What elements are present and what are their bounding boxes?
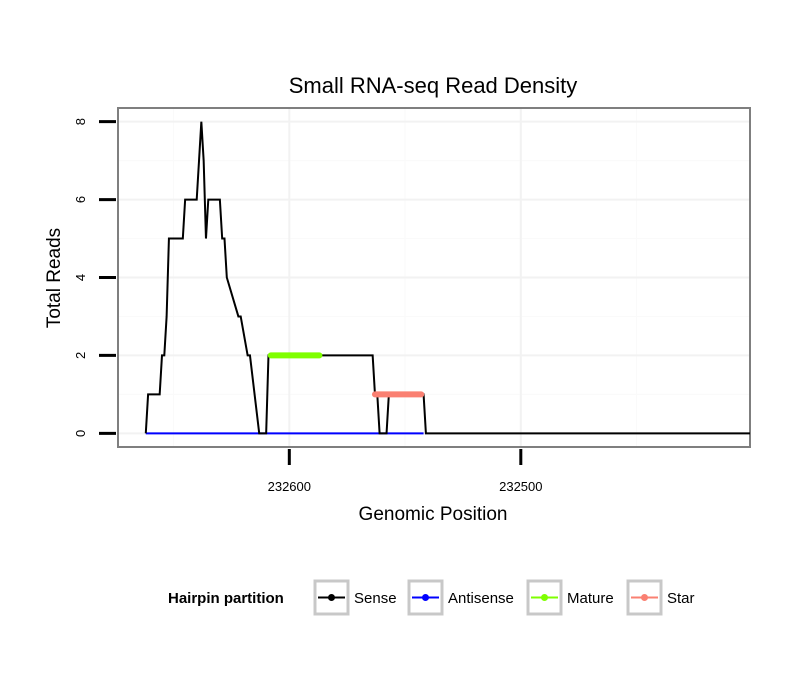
legend-key-point xyxy=(328,594,335,601)
legend-title: Hairpin partition xyxy=(168,590,284,607)
series-layer xyxy=(144,121,750,435)
legend-key-point xyxy=(541,594,548,601)
chart-title: Small RNA-seq Read Density xyxy=(289,73,578,98)
x-tick-label: 232600 xyxy=(268,479,311,494)
legend: Hairpin partition Sense Antisense Mature St… xyxy=(168,579,695,616)
legend-key-point xyxy=(641,594,648,601)
y-tick-label: 4 xyxy=(73,274,88,281)
legend-key-box xyxy=(526,579,563,616)
y-tick-label: 2 xyxy=(73,352,88,359)
minor-gridlines xyxy=(119,109,749,446)
legend-label-star: Star xyxy=(667,590,695,607)
legend-label-antisense: Antisense xyxy=(448,590,514,607)
x-axis-label: Genomic Position xyxy=(359,504,508,525)
y-tick-label: 0 xyxy=(73,430,88,437)
legend-key-point xyxy=(422,594,429,601)
x-axis: 232600 232500 xyxy=(268,449,543,494)
x-tick-label: 232500 xyxy=(499,479,542,494)
series-line-sense xyxy=(144,121,750,435)
y-axis: 0 2 4 6 8 xyxy=(73,118,116,437)
legend-label-sense: Sense xyxy=(354,590,397,607)
y-tick-label: 6 xyxy=(73,196,88,203)
y-tick-label: 8 xyxy=(73,118,88,125)
y-axis-label: Total Reads xyxy=(44,228,65,328)
legend-label-mature: Mature xyxy=(567,590,614,607)
